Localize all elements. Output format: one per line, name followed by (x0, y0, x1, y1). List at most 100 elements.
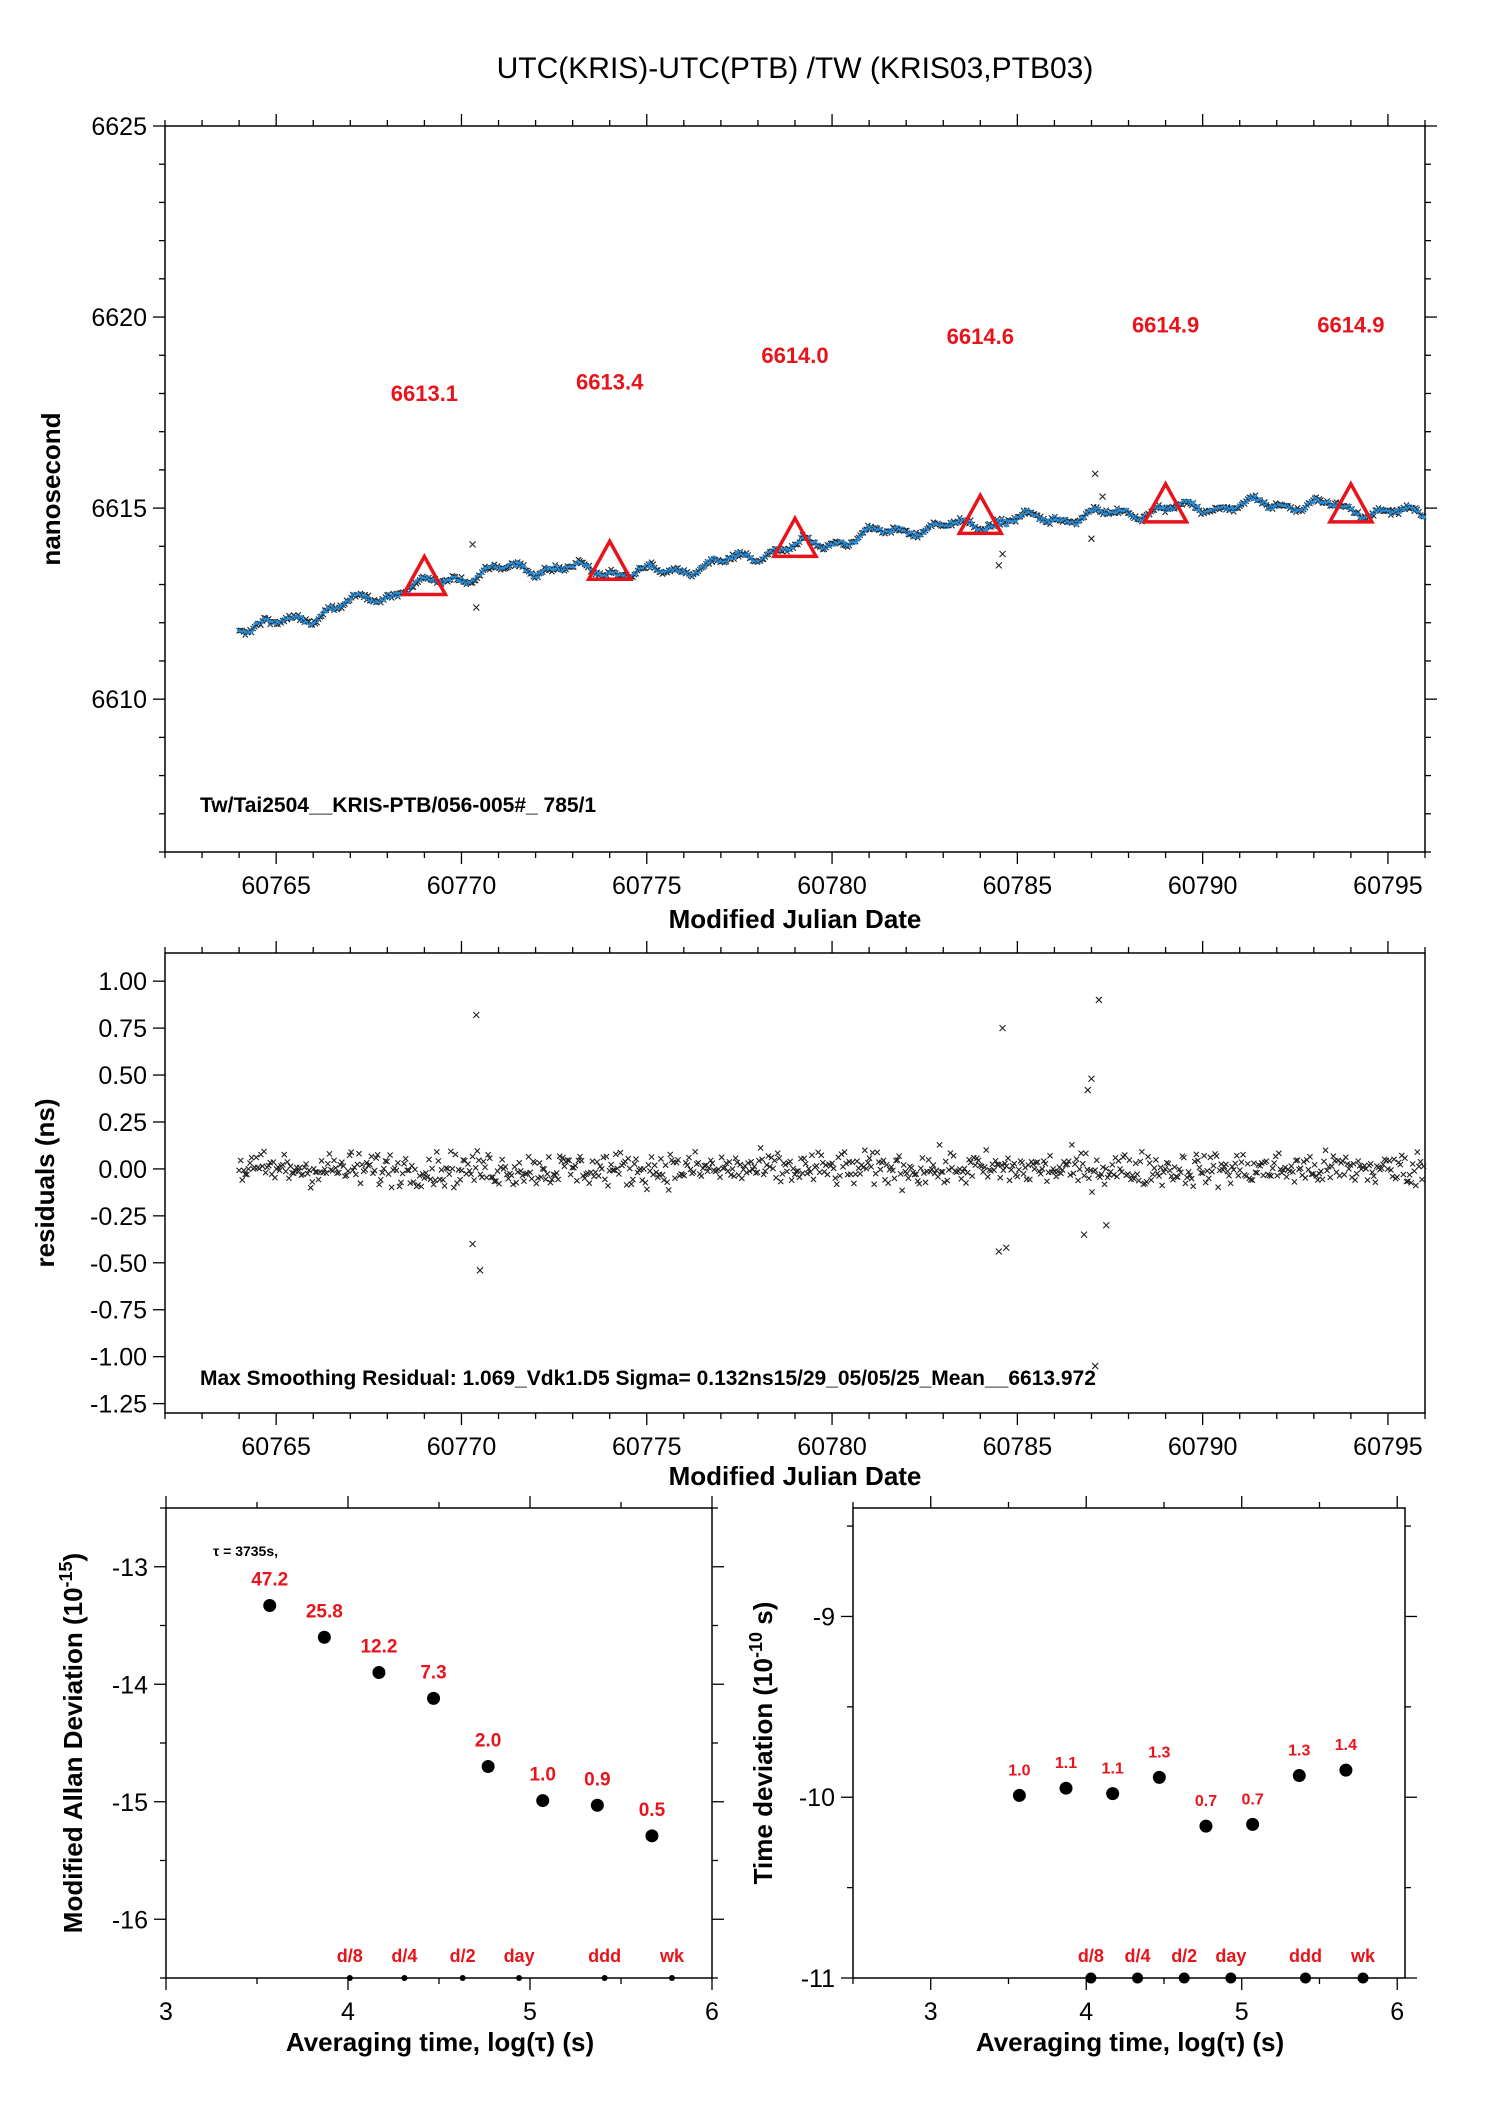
residual-point (243, 1171, 250, 1178)
residual-point (681, 1172, 688, 1179)
residual-point (603, 1153, 610, 1160)
tau-marker-label: d/4 (391, 1946, 417, 1966)
residual-point (496, 1180, 503, 1187)
residual-point (964, 1169, 971, 1176)
residual-point (401, 1160, 408, 1167)
x-tick-label: 60780 (797, 1433, 867, 1461)
residual-point (776, 1155, 783, 1162)
residual-point (734, 1159, 741, 1166)
residual-point (595, 1172, 602, 1179)
residual-point (1037, 1170, 1044, 1177)
residual-point (726, 1158, 733, 1165)
deviation-value-label: 1.4 (1335, 1737, 1357, 1754)
x-tick-label: 4 (341, 1998, 355, 2026)
residual-point (1313, 1172, 1320, 1179)
residual-point (692, 1148, 699, 1155)
residual-point (651, 1162, 658, 1169)
residual-point (1294, 1157, 1301, 1164)
residual-point (723, 1160, 730, 1167)
mdev-xlabel: Averaging time, log(τ) (s) (286, 2027, 594, 2057)
residual-point (1227, 1180, 1234, 1187)
residual-point (1109, 1161, 1116, 1168)
residual-point (239, 1176, 246, 1183)
residual-point (991, 1167, 997, 1174)
residual-point (704, 1168, 711, 1175)
series-point (956, 520, 961, 525)
residual-point (802, 1160, 809, 1167)
x-tick-label: 4 (1079, 1998, 1093, 2026)
residual-point (1405, 1178, 1412, 1185)
tau-marker-label: day (1215, 1946, 1246, 1966)
outlier-point (1088, 1075, 1095, 1083)
residual-point (667, 1151, 674, 1158)
deviation-value-label: 0.5 (639, 1800, 666, 1821)
residual-point (919, 1155, 926, 1161)
residual-point (1065, 1158, 1072, 1165)
residual-point (1143, 1178, 1150, 1185)
mdev-plot: 3 4 5 6 -13 -14 -15 -16 47.2 25.8 12.2 7.3 2.0 1.0 0.9… (112, 1496, 724, 2026)
residual-point (1096, 1174, 1103, 1181)
residual-point (824, 1171, 831, 1178)
outlier-point (1002, 1244, 1010, 1252)
residual-point (1266, 1172, 1273, 1179)
residual-point (664, 1179, 671, 1186)
residual-point (1320, 1158, 1327, 1165)
residual-point (1330, 1153, 1337, 1160)
residual-point (788, 1177, 795, 1184)
residual-point (1369, 1169, 1376, 1176)
residual-point (332, 1165, 339, 1172)
tau-marker-label: ddd (1289, 1946, 1322, 1966)
residual-point (777, 1178, 784, 1185)
residual-point (1250, 1160, 1257, 1167)
residual-point (1148, 1177, 1155, 1183)
residual-point (460, 1157, 467, 1164)
residual-point (1182, 1180, 1189, 1187)
residual-point (958, 1175, 965, 1182)
residual-point (1378, 1165, 1385, 1172)
residual-point (1327, 1174, 1334, 1181)
residual-point (306, 1167, 313, 1174)
residual-point (863, 1165, 870, 1172)
residual-point (533, 1180, 540, 1187)
residual-point (541, 1166, 548, 1173)
residual-point (1078, 1150, 1085, 1157)
residual-point (1345, 1165, 1352, 1172)
x-tick-label: 60765 (241, 872, 311, 900)
tdev-ylabel: Time deviation (10-10 s) (746, 1602, 778, 1885)
residual-point (1222, 1161, 1229, 1168)
outlier-point (995, 1248, 1003, 1255)
residual-point (766, 1163, 773, 1170)
y-tick-label: 6620 (91, 304, 147, 332)
residual-point (911, 1171, 918, 1178)
series-point (529, 570, 534, 576)
outlier-point (469, 1240, 476, 1248)
residual-point (285, 1175, 292, 1182)
residual-point (1257, 1162, 1264, 1169)
tau-marker-label: d/2 (1171, 1946, 1197, 1966)
residual-point (1355, 1158, 1362, 1165)
residual-point (357, 1180, 364, 1187)
residual-point (1043, 1178, 1050, 1185)
residual-point (1075, 1177, 1082, 1184)
residual-point (961, 1165, 968, 1172)
residual-point (379, 1169, 386, 1176)
triangle-marker (956, 491, 1005, 536)
residual-point (1394, 1174, 1401, 1181)
residual-point (1146, 1160, 1153, 1167)
tau-marker-point (1178, 1972, 1190, 1984)
residual-point (352, 1171, 359, 1178)
residuals-note: Max Smoothing Residual: 1.069_Vdk1.D5 Si… (200, 1367, 1096, 1390)
residual-point (444, 1165, 451, 1172)
residual-point (1157, 1164, 1164, 1171)
residual-point (1387, 1167, 1394, 1174)
series-point (1004, 523, 1009, 528)
residual-point (628, 1181, 635, 1188)
residual-point (1420, 1163, 1427, 1170)
residual-point (279, 1161, 286, 1168)
residual-point (659, 1171, 666, 1178)
residual-point (997, 1174, 1004, 1181)
residual-point (847, 1171, 854, 1178)
residual-point (743, 1169, 750, 1176)
residual-point (242, 1171, 249, 1178)
residual-point (1205, 1175, 1212, 1182)
